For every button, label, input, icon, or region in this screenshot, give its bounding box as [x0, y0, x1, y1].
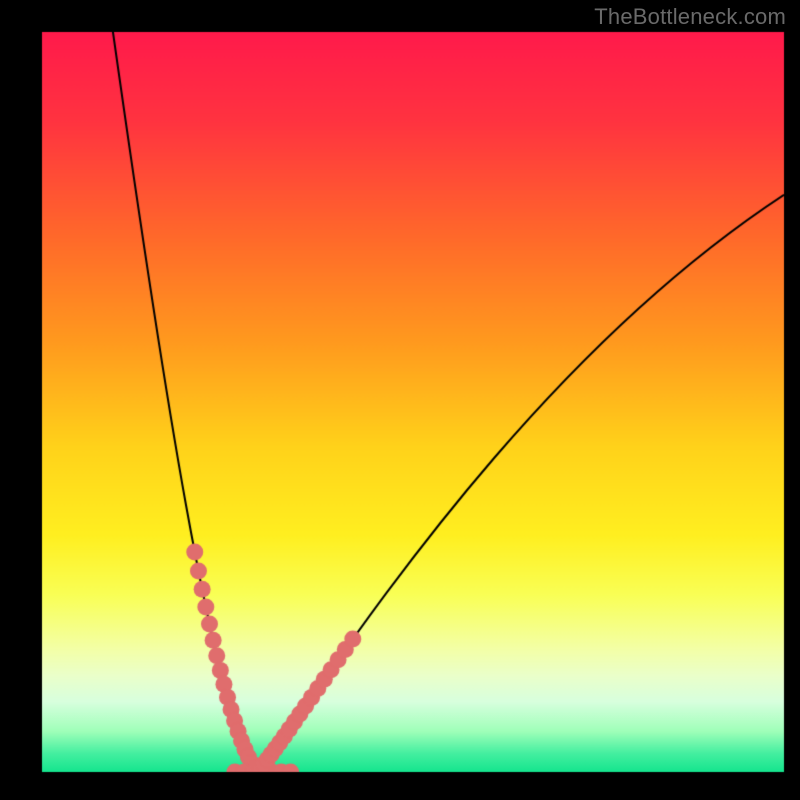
bottleneck-curve-canvas [0, 0, 800, 800]
chart-stage: TheBottleneck.com [0, 0, 800, 800]
watermark-text: TheBottleneck.com [594, 4, 786, 30]
